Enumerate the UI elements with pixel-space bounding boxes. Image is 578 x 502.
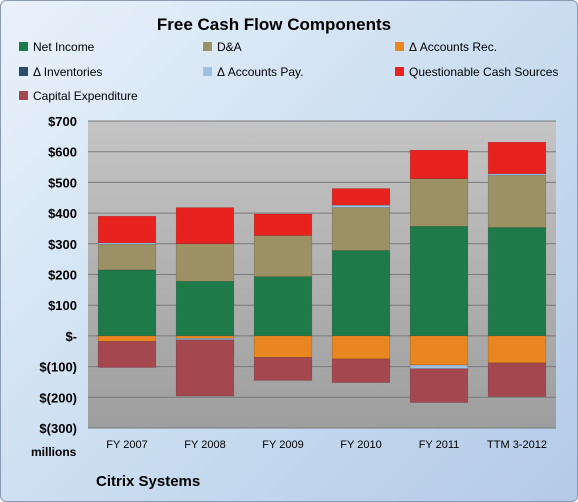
bar-segment	[175, 335, 235, 339]
legend-label: D&A	[217, 40, 242, 54]
bar-segment	[175, 243, 235, 282]
legend-swatch	[19, 91, 28, 100]
bar-segment	[253, 335, 313, 358]
y-tick-label: $300	[48, 237, 77, 252]
bar-segment	[409, 226, 469, 337]
legend-swatch	[19, 42, 28, 51]
legend-label: Δ Accounts Pay.	[217, 65, 304, 79]
legend-swatch	[203, 67, 212, 76]
legend-item-capex: Capital Expenditure	[19, 89, 138, 103]
bar-segment	[487, 227, 547, 337]
legend-item-accounts-pay: Δ Accounts Pay.	[203, 65, 304, 79]
legend-item-inventories: Δ Inventories	[19, 65, 102, 79]
bar-segment	[253, 235, 313, 277]
bar-segment	[97, 269, 157, 337]
legend-label: Δ Inventories	[33, 65, 103, 79]
bar-segment	[175, 339, 235, 397]
bar-segment	[409, 368, 469, 403]
y-tick-label: $100	[48, 298, 77, 313]
y-tick-label: $700	[48, 114, 77, 129]
y-tick-label: $(100)	[39, 360, 77, 375]
bar-segment	[253, 276, 313, 337]
legend-label: Questionable Cash Sources	[409, 65, 559, 79]
legend-item-da: D&A	[203, 40, 242, 54]
bar-segment	[487, 335, 547, 364]
legend-item-accounts-rec: Δ Accounts Rec.	[395, 40, 497, 54]
units-label: millions	[31, 445, 77, 459]
legend-swatch	[19, 67, 28, 76]
legend-swatch	[203, 42, 212, 51]
bar-segment	[97, 335, 157, 342]
bar-segment	[409, 364, 469, 369]
bar-segment	[331, 335, 391, 360]
bar-segment	[97, 341, 157, 368]
legend-label: Capital Expenditure	[33, 89, 138, 103]
legend-label: Net Income	[33, 40, 95, 54]
bar-segment	[97, 215, 157, 244]
y-tick-label: $500	[48, 175, 77, 190]
legend-swatch	[395, 42, 404, 51]
bar-segment	[331, 207, 391, 251]
bar-segment	[175, 281, 235, 337]
bar-segment	[487, 141, 547, 175]
bar-segment	[331, 250, 391, 337]
y-tick-label: $600	[48, 145, 77, 160]
x-tick-label: FY 2009	[262, 439, 303, 451]
y-tick-label: $(300)	[39, 421, 77, 436]
bar-segment	[331, 358, 391, 383]
x-tick-label: TTM 3-2012	[487, 439, 547, 451]
bar-segment	[409, 178, 469, 227]
bar-segment	[409, 335, 469, 366]
bar-segment	[331, 188, 391, 206]
bar-segment	[487, 362, 547, 397]
bar-segment	[253, 213, 313, 236]
bar-segment	[409, 149, 469, 179]
legend-item-net-income: Net Income	[19, 40, 94, 54]
legend-swatch	[395, 67, 404, 76]
legend: Net Income D&A Δ Accounts Rec. Δ Invento…	[15, 38, 565, 110]
chart-title: Free Cash Flow Components	[156, 15, 392, 34]
x-tick-label: FY 2010	[340, 439, 381, 451]
y-tick-label: $200	[48, 268, 77, 283]
bar-segment	[331, 204, 391, 208]
x-tick-label: FY 2008	[184, 439, 225, 451]
y-tick-label: $-	[65, 329, 77, 344]
y-tick-label: $400	[48, 206, 77, 221]
company-name: Citrix Systems	[96, 473, 201, 490]
bar-segment	[97, 244, 157, 271]
x-tick-label: FY 2007	[106, 439, 147, 451]
bar-segment	[253, 357, 313, 381]
legend-label: Δ Accounts Rec.	[409, 40, 498, 54]
x-tick-label: FY 2011	[419, 439, 460, 451]
y-tick-label: $(200)	[39, 390, 77, 405]
bar-segment	[487, 175, 547, 228]
legend-item-questionable-cash: Questionable Cash Sources	[395, 65, 558, 79]
bar-segment	[175, 207, 235, 245]
